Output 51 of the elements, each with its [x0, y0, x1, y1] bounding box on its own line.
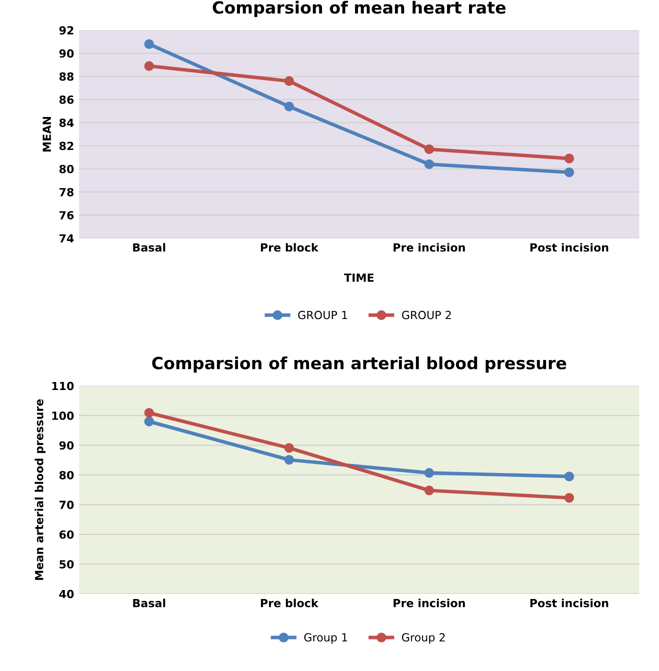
y-tick-label: 40: [59, 590, 74, 598]
y-tick-label: 90: [59, 441, 74, 450]
point: [144, 416, 154, 426]
chart-title: Comparsion of mean arterial blood pressure: [152, 356, 566, 373]
x-tick-label: Basal: [133, 243, 166, 252]
y-tick-label: 74: [60, 234, 74, 242]
point: [564, 154, 574, 164]
chart-title: Comparsion of mean heart rate: [212, 0, 506, 17]
y-tick-label: 60: [59, 530, 74, 539]
point: [144, 61, 154, 71]
y-axis-title: Mean arterial blood pressure: [34, 399, 46, 580]
y-tick-label: 80: [59, 164, 74, 174]
point: [424, 486, 434, 496]
y-axis-title: MEAN: [42, 116, 51, 152]
y-tick-label: 110: [52, 382, 74, 390]
x-tick-label: Post incision: [530, 598, 608, 608]
y-tick-label: 86: [59, 96, 74, 104]
y-tick-label: 88: [59, 72, 74, 81]
y-tick-label: 70: [60, 500, 74, 510]
point: [424, 159, 434, 170]
point: [284, 443, 294, 453]
point: [284, 102, 294, 112]
point: [284, 454, 294, 465]
x-tick-label: Basal: [133, 598, 166, 608]
x-tick-label: Pre block: [260, 598, 319, 608]
point: [144, 39, 154, 49]
x-tick-label: Pre incision: [394, 243, 465, 252]
x-tick-label: Pre block: [260, 243, 319, 252]
y-tick-label: 50: [60, 560, 74, 568]
point: [424, 468, 434, 478]
legend-label: GROUP 2: [402, 310, 451, 320]
point: [564, 472, 574, 482]
legend-label: GROUP 1: [298, 310, 348, 320]
x-axis-title: TIME: [344, 274, 374, 282]
y-tick-label: 78: [60, 188, 74, 196]
y-tick-label: 80: [59, 470, 74, 480]
y-tick-label: 84: [59, 118, 74, 128]
legend-label: Group 1: [304, 633, 348, 644]
y-tick-label: 82: [59, 142, 74, 150]
x-tick-label: Pre incision: [394, 598, 465, 608]
point: [564, 492, 574, 503]
y-tick-label: 90: [59, 49, 74, 58]
y-tick-label: 100: [52, 412, 74, 420]
point: [284, 76, 294, 86]
legend-label: Group 2: [402, 633, 445, 644]
x-tick-label: Post incision: [530, 243, 608, 252]
y-tick-label: 92: [59, 26, 74, 35]
point: [564, 167, 574, 178]
point: [144, 408, 154, 418]
y-tick-label: 76: [60, 211, 74, 220]
point: [424, 144, 434, 154]
